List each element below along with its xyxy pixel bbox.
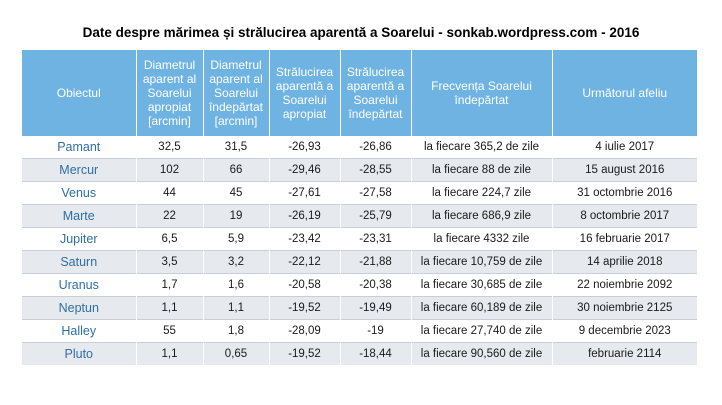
near-diameter-cell: 3,5 <box>136 250 204 274</box>
near-brightness-cell: -22,12 <box>269 250 341 274</box>
header-far-brightness: Strălucirea aparentă a Soarelui îndepărt… <box>340 50 412 136</box>
far-diameter-cell: 45 <box>203 181 270 205</box>
header-far-diameter: Diametrul aparent al Soarelui îndepărtat… <box>203 50 270 136</box>
near-brightness-cell: -19,52 <box>269 342 341 365</box>
near-brightness-cell: -29,46 <box>269 158 341 182</box>
table-row: Uranus 1,7 1,6 -20,58 -20,38 la fiecare 30,68… <box>22 273 697 297</box>
near-brightness-cell: -20,58 <box>269 273 341 297</box>
far-diameter-cell: 0,65 <box>203 342 270 365</box>
far-brightness-cell: -27,58 <box>340 181 412 205</box>
near-brightness-cell: -28,09 <box>269 319 341 343</box>
next-aphelion-cell: februarie 2114 <box>552 342 697 365</box>
header-object: Obiectul <box>22 50 137 136</box>
header-near-brightness: Strălucirea aparentă a Soarelui apropiat <box>269 50 341 136</box>
near-diameter-cell: 1,1 <box>136 342 204 365</box>
object-cell: Neptun <box>22 296 137 320</box>
near-diameter-cell: 44 <box>136 181 204 205</box>
far-brightness-cell: -19 <box>340 319 412 343</box>
next-aphelion-cell: 30 noiembrie 2125 <box>552 296 697 320</box>
next-aphelion-cell: 15 august 2016 <box>552 158 697 182</box>
far-diameter-cell: 1,1 <box>203 296 270 320</box>
far-brightness-cell: -23,31 <box>340 227 412 251</box>
frequency-cell: la fiecare 30,685 de zile <box>411 273 553 297</box>
far-brightness-cell: -19,49 <box>340 296 412 320</box>
object-cell: Marte <box>22 204 137 228</box>
table-row: Pamant 32,5 31,5 -26,93 -26,86 la fiecare 365… <box>22 136 697 159</box>
object-cell: Mercur <box>22 158 137 182</box>
frequency-cell: la fiecare 27,740 de zile <box>411 319 553 343</box>
frequency-cell: la fiecare 224,7 zile <box>411 181 553 205</box>
far-diameter-cell: 31,5 <box>203 136 270 159</box>
frequency-cell: la fiecare 10,759 de zile <box>411 250 553 274</box>
next-aphelion-cell: 14 aprilie 2018 <box>552 250 697 274</box>
header-next-aphelion: Următorul afeliu <box>552 50 697 136</box>
far-brightness-cell: -26,86 <box>340 136 412 159</box>
near-diameter-cell: 22 <box>136 204 204 228</box>
near-diameter-cell: 32,5 <box>136 136 204 159</box>
far-diameter-cell: 5,9 <box>203 227 270 251</box>
next-aphelion-cell: 22 noiembrie 2092 <box>552 273 697 297</box>
far-brightness-cell: -21,88 <box>340 250 412 274</box>
table-row: Saturn 3,5 3,2 -22,12 -21,88 la fiecare 10,75… <box>22 250 697 274</box>
far-brightness-cell: -20,38 <box>340 273 412 297</box>
frequency-cell: la fiecare 365,2 de zile <box>411 136 553 159</box>
far-brightness-cell: -18,44 <box>340 342 412 365</box>
far-diameter-cell: 3,2 <box>203 250 270 274</box>
table-row: Jupiter 6,5 5,9 -23,42 -23,31 la fiecare 4332… <box>22 227 697 251</box>
header-row: Obiectul Diametrul aparent al Soarelui a… <box>22 50 697 136</box>
far-diameter-cell: 1,6 <box>203 273 270 297</box>
near-diameter-cell: 102 <box>136 158 204 182</box>
header-near-diameter: Diametrul aparent al Soarelui apropiat [… <box>136 50 204 136</box>
far-diameter-cell: 19 <box>203 204 270 228</box>
far-brightness-cell: -28,55 <box>340 158 412 182</box>
object-cell: Pamant <box>22 136 137 159</box>
frequency-cell: la fiecare 90,560 de zile <box>411 342 553 365</box>
object-cell: Venus <box>22 181 137 205</box>
near-diameter-cell: 6,5 <box>136 227 204 251</box>
far-brightness-cell: -25,79 <box>340 204 412 228</box>
table-row: Mercur 102 66 -29,46 -28,55 la fiecare 88 de … <box>22 158 697 182</box>
next-aphelion-cell: 8 octombrie 2017 <box>552 204 697 228</box>
next-aphelion-cell: 31 octombrie 2016 <box>552 181 697 205</box>
table-row: Halley 55 1,8 -28,09 -19 la fiecare 27,740 de… <box>22 319 697 343</box>
near-brightness-cell: -23,42 <box>269 227 341 251</box>
far-diameter-cell: 1,8 <box>203 319 270 343</box>
near-diameter-cell: 55 <box>136 319 204 343</box>
next-aphelion-cell: 16 februarie 2017 <box>552 227 697 251</box>
header-frequency: Frecvența Soarelui îndepărtat <box>411 50 553 136</box>
object-cell: Saturn <box>22 250 137 274</box>
near-brightness-cell: -27,61 <box>269 181 341 205</box>
near-brightness-cell: -19,52 <box>269 296 341 320</box>
next-aphelion-cell: 9 decembrie 2023 <box>552 319 697 343</box>
frequency-cell: la fiecare 60,189 de zile <box>411 296 553 320</box>
object-cell: Jupiter <box>22 227 137 251</box>
frequency-cell: la fiecare 686,9 zile <box>411 204 553 228</box>
table-row: Neptun 1,1 1,1 -19,52 -19,49 la fiecare 60,18… <box>22 296 697 320</box>
far-diameter-cell: 66 <box>203 158 270 182</box>
table-title: Date despre mărimea și strălucirea apare… <box>82 25 640 40</box>
near-diameter-cell: 1,1 <box>136 296 204 320</box>
near-brightness-cell: -26,19 <box>269 204 341 228</box>
object-cell: Halley <box>22 319 137 343</box>
object-cell: Uranus <box>22 273 137 297</box>
table-row: Venus 44 45 -27,61 -27,58 la fiecare 224,7 zi… <box>22 181 697 205</box>
object-cell: Pluto <box>22 342 137 365</box>
frequency-cell: la fiecare 88 de zile <box>411 158 553 182</box>
next-aphelion-cell: 4 iulie 2017 <box>552 136 697 159</box>
table-row: Marte 22 19 -26,19 -25,79 la fiecare 686,9 zi… <box>22 204 697 228</box>
near-brightness-cell: -26,93 <box>269 136 341 159</box>
table-row: Pluto 1,1 0,65 -19,52 -18,44 la fiecare 90,56… <box>22 342 697 365</box>
near-diameter-cell: 1,7 <box>136 273 204 297</box>
frequency-cell: la fiecare 4332 zile <box>411 227 553 251</box>
sun-data-table: Obiectul Diametrul aparent al Soarelui a… <box>22 50 697 365</box>
